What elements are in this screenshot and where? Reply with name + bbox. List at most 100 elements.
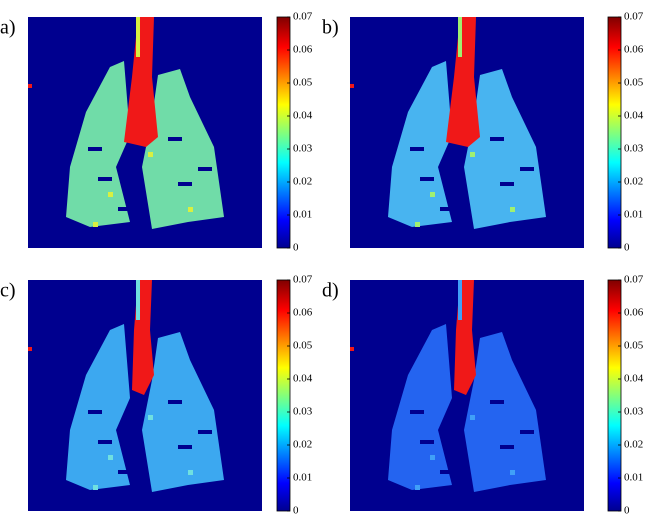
vessel <box>440 470 454 474</box>
marker <box>28 347 32 351</box>
panel-label: a) <box>0 17 16 39</box>
vessel <box>500 445 514 449</box>
hot-spot <box>470 152 475 157</box>
hot-spot <box>108 192 113 197</box>
colorbar <box>607 279 622 512</box>
panel: a) 0 0.01 0.02 0.03 0.04 0.05 0.06 0.07 <box>0 11 313 254</box>
hot-spot <box>148 152 153 157</box>
colorbar-tick-label: 0.03 <box>293 406 313 418</box>
colorbar-tick-label: 0.07 <box>624 274 644 286</box>
panel: d) 0 0.01 0.02 0.03 0.04 0.05 0.06 0.07 <box>322 274 644 516</box>
hot-spot <box>510 207 515 212</box>
panel-label: d) <box>322 280 339 302</box>
colorbar-tick-label: 0.07 <box>624 11 644 23</box>
right-lung <box>142 332 224 492</box>
left-lung <box>66 324 130 490</box>
colorbar-tick-label: 0.02 <box>293 176 312 188</box>
vessel <box>500 182 514 186</box>
vessel <box>178 182 192 186</box>
colorbar-tick-label: 0.06 <box>624 44 644 56</box>
trachea-edge <box>136 280 140 320</box>
left-lung <box>388 61 452 227</box>
vessel <box>88 147 102 151</box>
panel-label: b) <box>322 17 339 39</box>
colorbar-tick-label: 0.01 <box>624 472 643 484</box>
vessel <box>420 440 434 444</box>
colorbar <box>276 279 291 512</box>
hot-spot <box>188 470 193 475</box>
vessel <box>198 430 212 434</box>
colorbar-tick-label: 0.02 <box>624 439 643 451</box>
hot-spot <box>93 222 98 227</box>
vessel <box>98 440 112 444</box>
trachea <box>124 17 158 147</box>
trachea-edge <box>136 17 140 57</box>
vessel <box>168 400 182 404</box>
marker <box>350 84 354 88</box>
hot-spot <box>510 470 515 475</box>
hot-spot <box>108 455 113 460</box>
vessel <box>178 445 192 449</box>
vessel <box>520 167 534 171</box>
colorbar-tick-label: 0.02 <box>624 176 643 188</box>
right-lung <box>142 69 224 229</box>
vessel <box>520 430 534 434</box>
colorbar-tick-label: 0.03 <box>624 406 644 418</box>
colorbar-tick-label: 0.03 <box>624 143 644 155</box>
colorbar-tick-label: 0 <box>293 242 299 254</box>
vessel <box>118 207 132 211</box>
colorbar-tick-label: 0 <box>624 242 630 254</box>
hot-spot <box>470 415 475 420</box>
trachea-edge <box>458 17 462 57</box>
vessel <box>490 400 504 404</box>
heatmap-image <box>28 280 262 511</box>
vessel <box>420 177 434 181</box>
colorbar-tick-label: 0.04 <box>293 373 313 385</box>
marker <box>350 347 354 351</box>
colorbar-tick-label: 0.05 <box>624 340 644 352</box>
colorbar-tick-label: 0.01 <box>293 209 312 221</box>
panel: b) 0 0.01 0.02 0.03 0.04 0.05 0.06 0.07 <box>322 11 644 254</box>
colorbar-tick-label: 0.01 <box>293 472 312 484</box>
hot-spot <box>415 222 420 227</box>
colorbar-tick-label: 0.04 <box>293 110 313 122</box>
hot-spot <box>188 207 193 212</box>
vessel <box>168 137 182 141</box>
vessel <box>118 470 132 474</box>
hot-spot <box>148 415 153 420</box>
vessel <box>440 207 454 211</box>
vessel <box>410 147 424 151</box>
colorbar-tick-label: 0.07 <box>293 11 313 23</box>
heatmap-image <box>350 280 584 511</box>
heatmap-image <box>350 17 584 248</box>
colorbar-tick-label: 0.02 <box>293 439 312 451</box>
colorbar-tick-label: 0.05 <box>293 340 313 352</box>
hot-spot <box>430 455 435 460</box>
colorbar-tick-label: 0.05 <box>624 77 644 89</box>
heatmap-image <box>28 17 262 248</box>
colorbar-tick-label: 0 <box>293 505 299 516</box>
right-lung <box>464 69 546 229</box>
left-lung <box>66 61 130 227</box>
trachea-edge <box>458 280 462 320</box>
panel-label: c) <box>0 280 16 302</box>
colorbar <box>276 16 291 249</box>
vessel <box>490 137 504 141</box>
colorbar-tick-label: 0.06 <box>293 44 313 56</box>
colorbar-tick-label: 0.05 <box>293 77 313 89</box>
colorbar-tick-label: 0.01 <box>624 209 643 221</box>
vessel <box>98 177 112 181</box>
colorbar-tick-label: 0 <box>624 505 630 516</box>
left-lung <box>388 324 452 490</box>
hot-spot <box>430 192 435 197</box>
colorbar <box>607 16 622 249</box>
vessel <box>410 410 424 414</box>
vessel <box>198 167 212 171</box>
hot-spot <box>93 485 98 490</box>
right-lung <box>464 332 546 492</box>
colorbar-tick-label: 0.06 <box>624 307 644 319</box>
colorbar-tick-label: 0.06 <box>293 307 313 319</box>
colorbar-tick-label: 0.03 <box>293 143 313 155</box>
trachea <box>446 17 480 147</box>
hot-spot <box>415 485 420 490</box>
